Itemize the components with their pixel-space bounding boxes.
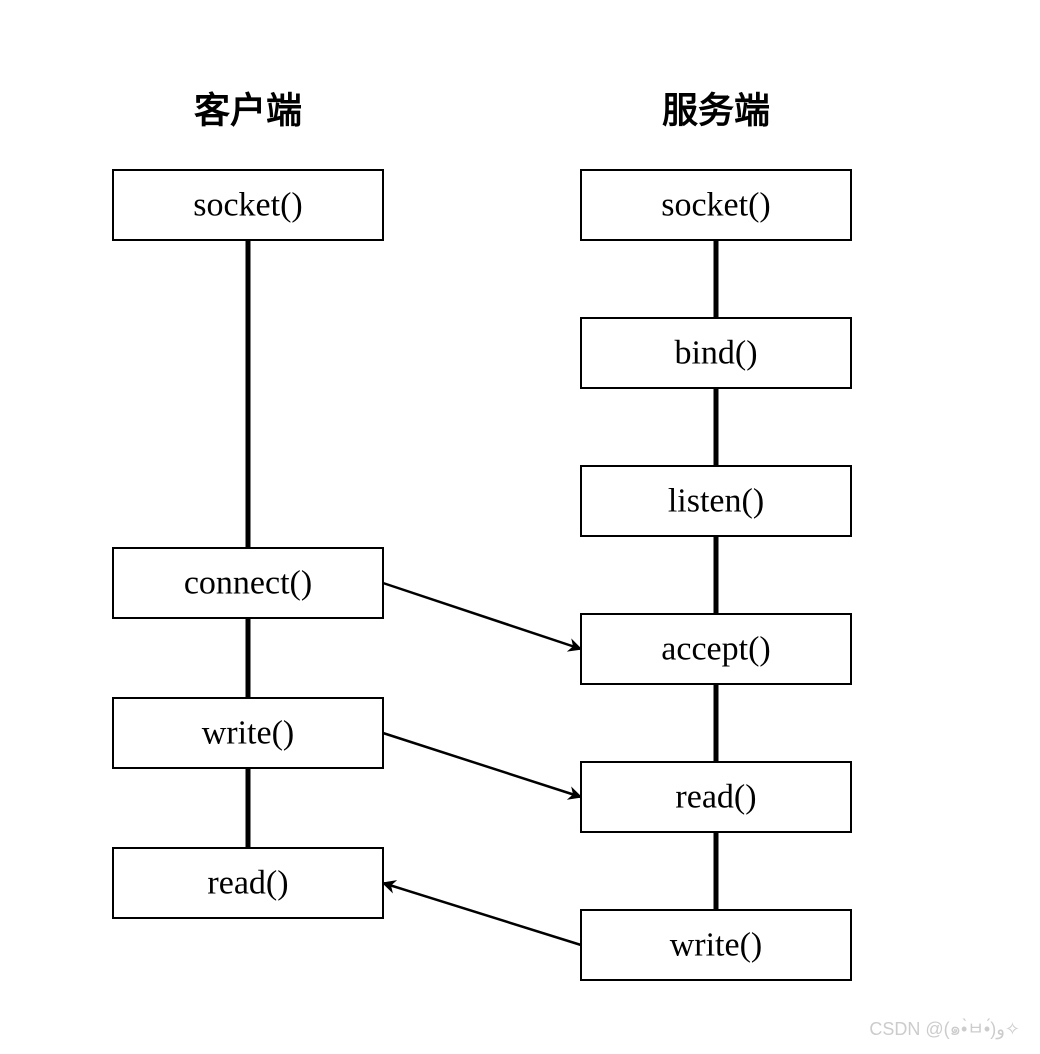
flow-node-c-connect: connect() bbox=[113, 548, 383, 618]
column-header: 服务端 bbox=[662, 90, 770, 131]
flow-node-s-read: read() bbox=[581, 762, 851, 832]
flow-node-label: write() bbox=[202, 715, 295, 752]
flow-node-label: socket() bbox=[193, 187, 303, 224]
flow-node-label: write() bbox=[670, 927, 763, 964]
flow-node-label: connect() bbox=[184, 565, 312, 602]
flow-node-label: listen() bbox=[668, 483, 764, 520]
flow-node-s-socket: socket() bbox=[581, 170, 851, 240]
flow-node-s-write: write() bbox=[581, 910, 851, 980]
flow-node-label: accept() bbox=[661, 631, 770, 668]
watermark-text: CSDN @(๑•̀ㅂ•́)و✧ bbox=[869, 1018, 1020, 1040]
flow-node-label: read() bbox=[675, 779, 756, 816]
flow-node-s-listen: listen() bbox=[581, 466, 851, 536]
flow-node-s-bind: bind() bbox=[581, 318, 851, 388]
flow-arrow bbox=[383, 733, 581, 797]
flow-node-label: read() bbox=[207, 865, 288, 902]
flow-node-label: bind() bbox=[674, 335, 757, 372]
socket-flowchart: 客户端 服务端 socket() connect() write() read() sock… bbox=[0, 0, 1040, 1054]
flow-node-c-socket: socket() bbox=[113, 170, 383, 240]
flow-node-s-accept: accept() bbox=[581, 614, 851, 684]
flow-arrow bbox=[383, 883, 581, 945]
column-header: 客户端 bbox=[194, 90, 302, 131]
flow-arrow bbox=[383, 583, 581, 649]
flow-node-c-read: read() bbox=[113, 848, 383, 918]
flow-node-label: socket() bbox=[661, 187, 771, 224]
flow-node-c-write: write() bbox=[113, 698, 383, 768]
